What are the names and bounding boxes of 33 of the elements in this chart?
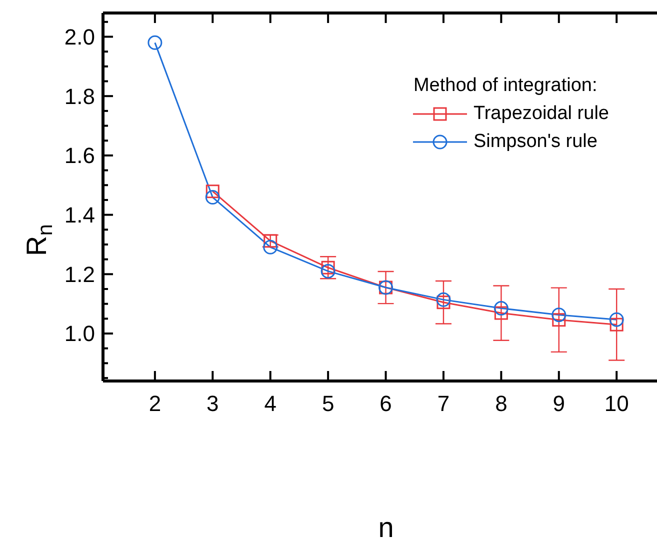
point bbox=[552, 313, 566, 327]
legend-title: Method of integration: bbox=[413, 74, 598, 98]
point bbox=[263, 240, 278, 254]
point bbox=[609, 312, 624, 327]
legend-label: Simpson's rule bbox=[473, 130, 598, 154]
x-tick-label: 7 bbox=[437, 391, 450, 416]
point bbox=[320, 264, 336, 278]
point bbox=[436, 292, 451, 307]
x-tick-label: 9 bbox=[552, 391, 566, 416]
x-tick-label: 3 bbox=[206, 391, 219, 416]
point bbox=[494, 301, 508, 316]
point bbox=[321, 260, 335, 274]
y-tick-label: 2.0 bbox=[64, 24, 95, 50]
point bbox=[436, 296, 450, 310]
x-tick-label: 6 bbox=[380, 391, 392, 416]
point bbox=[494, 306, 508, 320]
y-tick-label: 1.2 bbox=[64, 262, 95, 287]
point bbox=[552, 308, 566, 322]
point bbox=[206, 184, 220, 198]
y-tick-label: 1.8 bbox=[64, 84, 95, 109]
x-tick-label: 2 bbox=[148, 391, 162, 416]
x-tick-label: 8 bbox=[495, 391, 508, 416]
legend-label: Trapezoidal rule bbox=[473, 102, 609, 126]
x-tick-label: 4 bbox=[264, 391, 276, 416]
point bbox=[205, 190, 220, 205]
point bbox=[148, 35, 162, 50]
y-tick-label: 1.6 bbox=[64, 143, 95, 168]
x-tick-label: 10 bbox=[604, 391, 629, 416]
y-tick-label: 1.4 bbox=[64, 202, 95, 228]
x-axis-title: n bbox=[378, 512, 394, 543]
x-tick-label: 5 bbox=[322, 391, 334, 416]
text: 1.0 bbox=[64, 321, 95, 346]
point bbox=[610, 318, 624, 332]
